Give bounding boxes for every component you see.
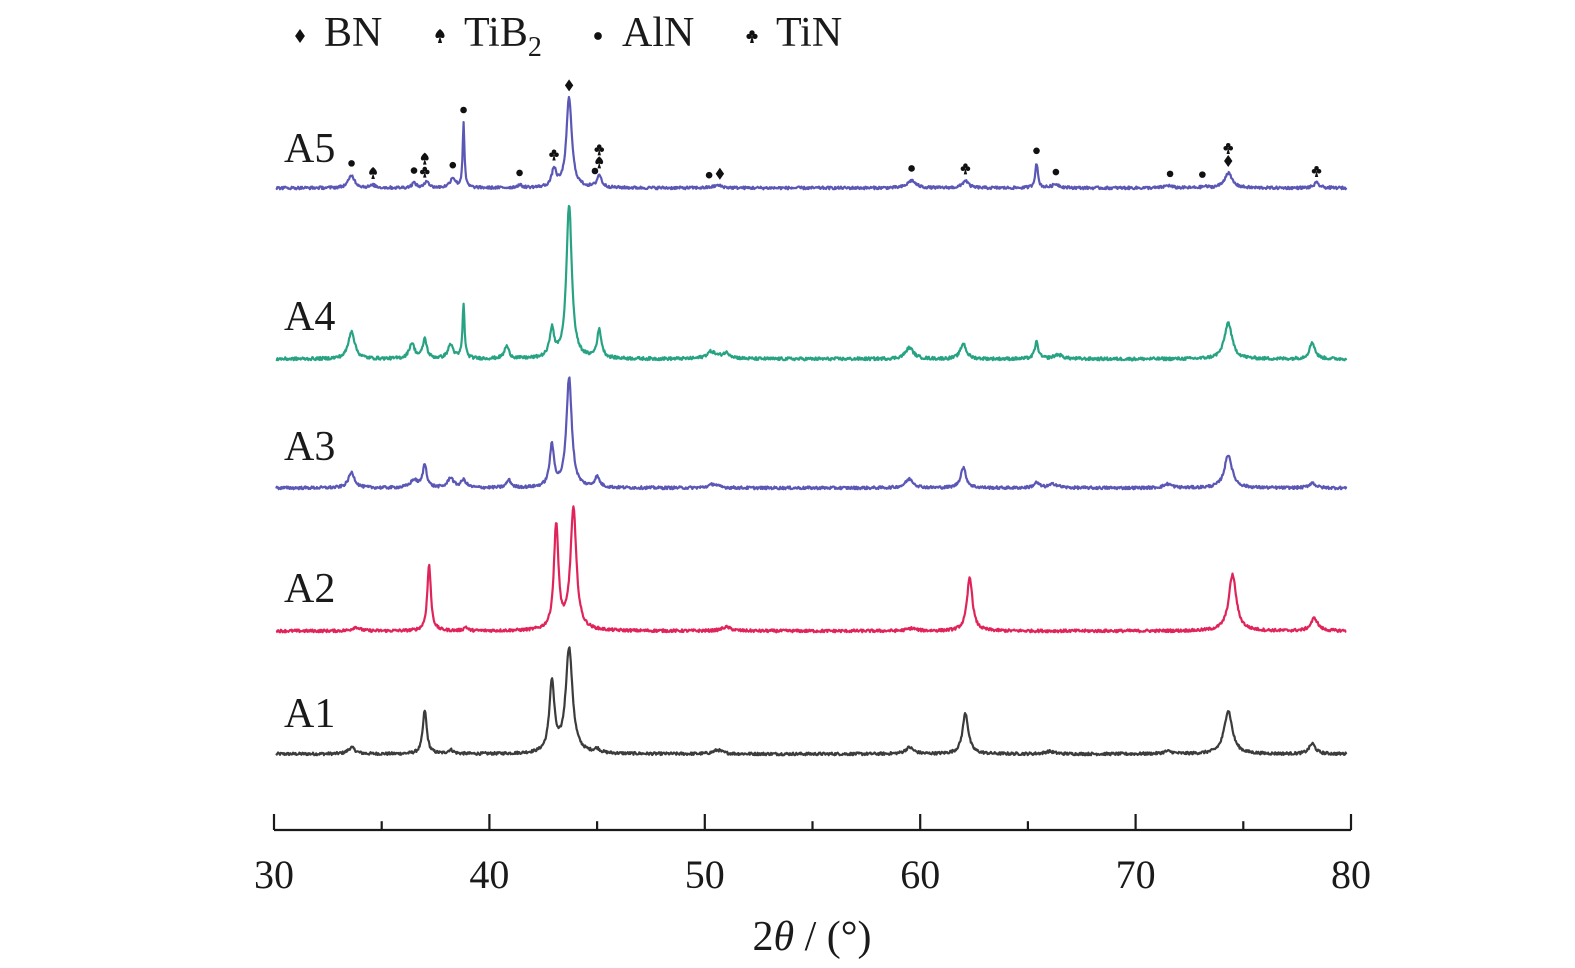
series-line-a5 [275,95,1348,191]
marker-diamond [564,79,574,92]
marker-diamond [715,167,725,180]
legend-item-tin: TiN [746,10,842,56]
marker-dot [1199,171,1206,178]
marker-dot [410,167,418,174]
x-axis-label-unit: / (°) [794,914,871,960]
series-line-a1 [275,646,1348,757]
marker-club [1311,165,1322,177]
x-tick-label: 60 [900,852,940,897]
marker-dot [591,167,599,175]
marker-dot [908,165,915,172]
series-line-a2 [275,505,1347,634]
x-axis-label-prefix: 2 [752,914,773,960]
marker-club [419,166,430,178]
x-axis-label: 2θ / (°) [752,914,871,960]
marker-dot [449,161,457,169]
marker-dot [348,160,355,167]
legend: BN TiB2 AlN TiN [295,10,842,63]
marker-dot [1033,147,1040,155]
marker-diamond [1224,154,1233,167]
marker-dot [516,169,523,177]
marker-spade [595,156,604,169]
marker-dot [460,106,467,114]
marker-club [549,149,559,161]
x-tick-label: 80 [1331,852,1371,897]
series-line-a4 [275,204,1348,362]
x-tick-label: 50 [685,852,725,897]
marker-club [1223,142,1234,154]
legend-label: TiB2 [464,10,542,63]
series-line-a3 [275,376,1348,491]
series-label-a2: A2 [284,566,335,612]
marker-club [960,163,971,175]
marker-spade [435,29,445,43]
marker-dot [1166,170,1174,178]
marker-spade [420,152,429,165]
series-label-a3: A3 [284,424,335,470]
series-label-a1: A1 [284,691,335,737]
x-tick-label: 30 [254,852,294,897]
x-axis-label-theta: θ [773,914,794,960]
marker-dot [1052,168,1060,176]
legend-item-aln: AlN [594,10,694,56]
legend-label: BN [324,10,382,56]
marker-club [594,144,605,156]
series-label-a4: A4 [284,294,335,340]
marker-dot [594,32,602,40]
marker-spade [369,167,377,180]
legend-item-tib: TiB2 [435,10,542,63]
series-group: A1 A2 A3 A4 A5 [275,95,1348,757]
peak-markers [348,79,1322,180]
x-tick-label: 40 [469,852,509,897]
x-axis: 30 40 50 60 70 80 [254,814,1371,897]
x-tick-label: 70 [1116,852,1156,897]
legend-label: AlN [622,10,694,56]
legend-label: TiN [776,10,842,56]
marker-club [746,30,758,43]
series-label-a5: A5 [284,126,335,172]
marker-diamond [295,29,305,43]
legend-item-bn: BN [295,10,382,56]
marker-dot [705,171,713,179]
